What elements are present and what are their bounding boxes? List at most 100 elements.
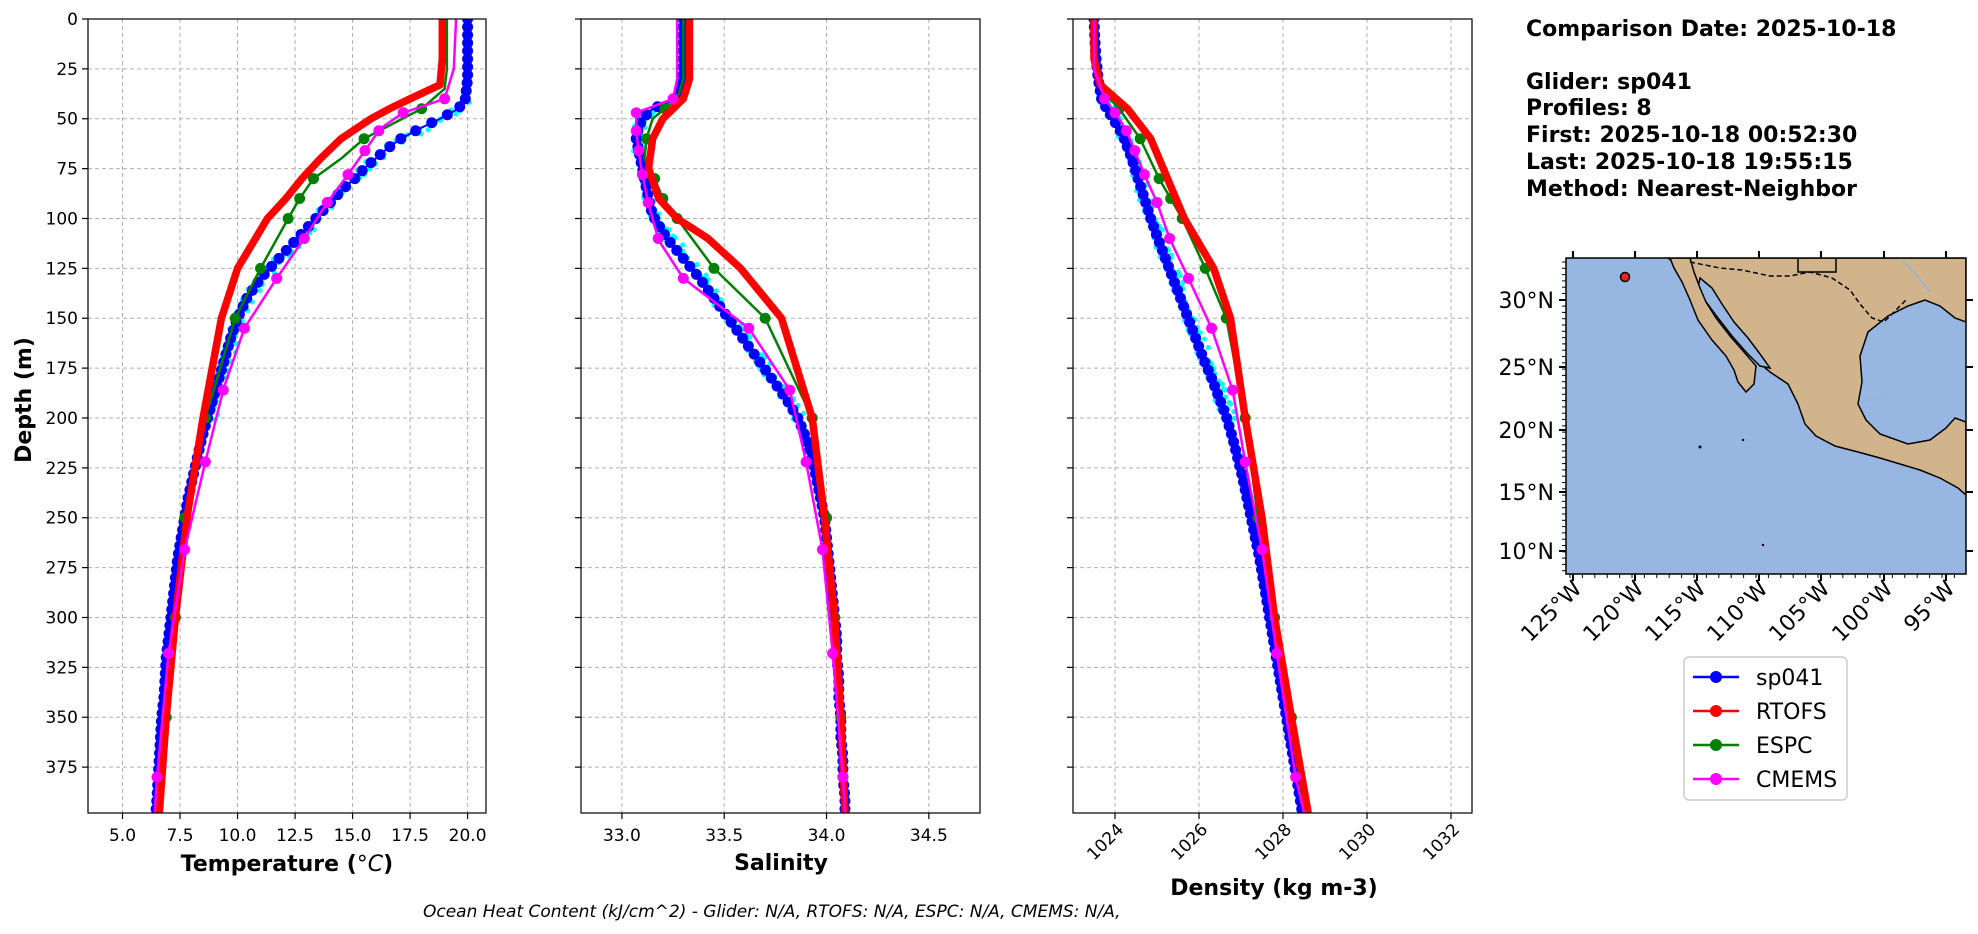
- lat-label: 25°N: [1499, 356, 1554, 381]
- series-point-espc: [229, 312, 241, 324]
- map-rivers: [1861, 258, 1931, 403]
- map-island-3: [1761, 543, 1765, 547]
- glider-raw-point: [1201, 336, 1207, 342]
- x-tick-label: 1030: [1335, 820, 1380, 865]
- series-point-cmems: [636, 169, 648, 181]
- series-point-sp041: [288, 236, 300, 248]
- series-point-sp041: [737, 332, 749, 344]
- series-point-sp041: [462, 61, 474, 73]
- legend-marker: [1710, 739, 1722, 751]
- lat-label: 30°N: [1499, 289, 1554, 314]
- y-tick-label: 100: [46, 209, 78, 229]
- series-point-sp041: [280, 244, 292, 256]
- y-tick-label: 300: [46, 608, 78, 628]
- x-tick-label: 12.5: [276, 826, 314, 846]
- lon-label: 105°W: [1765, 576, 1836, 647]
- series-point-cmems: [800, 456, 812, 468]
- y-tick-label: 0: [67, 10, 78, 30]
- series-point-cmems: [630, 107, 642, 119]
- lon-label: 120°W: [1579, 576, 1650, 647]
- glider-name: Glider: sp041: [1526, 70, 1692, 95]
- series-point-cmems: [1109, 107, 1121, 119]
- panel-2: 33.0 33.5 34.0 34.5: [575, 18, 981, 846]
- x-tick-label: 15.0: [334, 826, 372, 846]
- series-point-cmems: [397, 107, 409, 119]
- series-point-espc: [708, 262, 720, 274]
- lon-label: 125°W: [1517, 576, 1588, 647]
- x-tick-label: 17.5: [391, 826, 429, 846]
- series-point-sp041: [460, 85, 472, 97]
- x-tick-label: 34.5: [910, 826, 948, 846]
- x-tick-label: 1032: [1419, 820, 1464, 865]
- x-tick-label: 1028: [1251, 820, 1296, 865]
- series-point-cmems: [271, 272, 283, 284]
- y-tick-label: 200: [46, 409, 78, 429]
- series-point-sp041: [410, 125, 422, 137]
- salinity-axis-label: Salinity: [734, 851, 828, 876]
- glider-raw-point: [694, 261, 700, 268]
- series-point-espc: [307, 173, 319, 185]
- series-point-cmems: [321, 197, 333, 209]
- y-tick-label: 50: [56, 110, 78, 130]
- y-tick-label: 175: [46, 359, 78, 379]
- profile-panels: 5.0 7.5 10.0 12.5 15.0 17.5 20.0 0 25 50 75 100 125 1…: [46, 10, 1473, 865]
- map-island-2: [1741, 438, 1745, 442]
- series-point-sp041: [731, 324, 743, 336]
- x-tick-label: 10.0: [219, 826, 257, 846]
- glider-raw-point: [257, 287, 263, 294]
- glider-location-marker: [1619, 271, 1631, 283]
- y-tick-label: 275: [46, 559, 78, 579]
- series-point-cmems: [217, 384, 229, 396]
- profile-count: Profiles: 8: [1526, 96, 1652, 121]
- series-point-sp041: [356, 165, 368, 177]
- glider-raw-point: [1222, 387, 1228, 393]
- series-point-cmems: [630, 125, 642, 137]
- series-point-cmems: [1138, 169, 1150, 181]
- glider-raw-point: [801, 410, 807, 416]
- series-point-cmems: [633, 145, 645, 157]
- series-point-sp041: [459, 93, 471, 105]
- series-point-sp041: [640, 109, 652, 121]
- series-point-cmems: [151, 771, 163, 783]
- legend-item-rtofs: RTOFS: [1693, 700, 1827, 725]
- lat-label: 15°N: [1499, 481, 1554, 506]
- series-point-cmems: [373, 125, 385, 137]
- series-point-cmems: [784, 384, 796, 396]
- y-tick-label: 350: [46, 708, 78, 728]
- y-tick-label: 325: [46, 658, 78, 678]
- legend-label: sp041: [1756, 666, 1823, 691]
- glider-raw-point: [758, 352, 765, 358]
- series-point-cmems: [667, 93, 679, 105]
- series-point-cmems: [816, 544, 828, 556]
- plot-area: [150, 19, 474, 813]
- glider-raw-point: [713, 288, 719, 294]
- series-point-cmems: [163, 647, 175, 659]
- series-point-sp041: [384, 141, 396, 153]
- series-line-rtofs: [1090, 19, 1312, 813]
- series-point-sp041: [664, 236, 676, 248]
- location-map: 30°N 25°N 20°N 15°N 10°N 125°W120°W115°W110°W…: [1499, 251, 1973, 647]
- glider-raw-point: [1177, 273, 1183, 279]
- series-point-cmems: [298, 232, 310, 244]
- y-tick-label: 125: [46, 259, 78, 279]
- lon-label: 115°W: [1641, 576, 1712, 647]
- lat-label: 10°N: [1499, 540, 1554, 565]
- series-point-cmems: [359, 145, 371, 157]
- series-point-sp041: [754, 356, 766, 368]
- legend: sp041 RTOFS ESPC CMEMS: [1683, 656, 1848, 801]
- series-point-cmems: [1183, 272, 1194, 284]
- series-point-sp041: [690, 268, 702, 280]
- series-point-cmems: [1164, 232, 1176, 244]
- series-point-espc: [255, 262, 267, 274]
- series-point-sp041: [760, 364, 772, 376]
- series-point-sp041: [677, 252, 689, 264]
- legend-item-sp041: sp041: [1693, 666, 1823, 691]
- series-point-sp041: [748, 348, 760, 360]
- series-point-cmems: [642, 197, 654, 209]
- series-point-cmems: [439, 93, 451, 105]
- plot-area: [1088, 19, 1312, 813]
- map-frame: [1565, 257, 1967, 575]
- glider-raw-point: [425, 127, 431, 133]
- x-tick-label: 33.5: [705, 826, 743, 846]
- x-tick-label: 20.0: [449, 826, 487, 846]
